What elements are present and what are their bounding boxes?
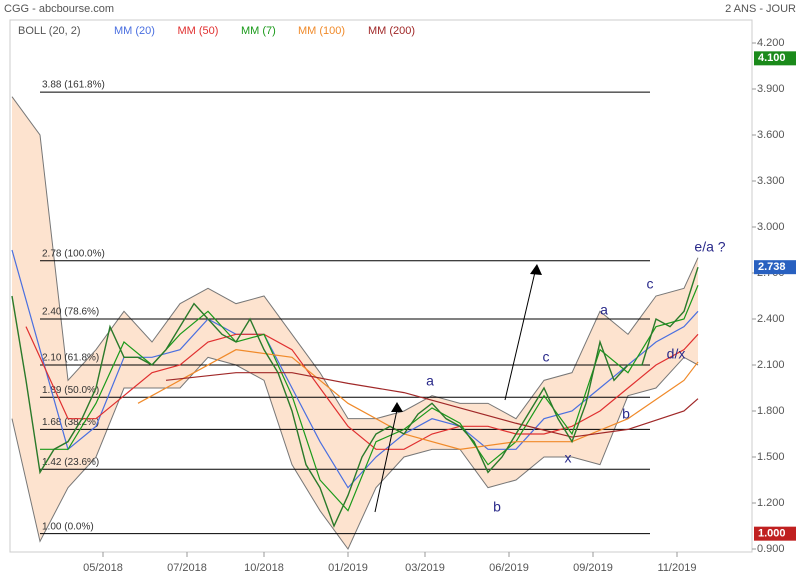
y-tick-label: 3.900 (757, 83, 785, 95)
wave-label: a (426, 373, 434, 389)
x-tick-label: 03/2019 (405, 562, 445, 574)
bollinger-band (12, 96, 698, 550)
price-marker (754, 260, 796, 275)
price-marker (754, 51, 796, 66)
y-tick-label: 0.900 (757, 543, 785, 555)
x-tick-label: 10/2018 (244, 562, 284, 574)
wave-label: b (493, 499, 501, 515)
legend-entry: MM (200) (368, 25, 415, 37)
x-tick-label: 11/2019 (658, 562, 697, 574)
arrow-head (391, 402, 403, 412)
wave-label: b (622, 406, 630, 422)
y-tick-label: 1.200 (757, 497, 785, 509)
price-marker-label: 4.100 (758, 52, 786, 64)
y-tick-label: 3.600 (757, 129, 785, 141)
fib-label: 2.10 (61.8%) (42, 353, 99, 364)
bollinger-lower (11, 356, 699, 550)
arrow-head (530, 264, 542, 275)
legend-entry: MM (20) (114, 25, 155, 37)
y-tick-label: 1.800 (757, 405, 785, 417)
y-tick-label: 3.300 (757, 175, 785, 187)
arrow-line (374, 409, 398, 513)
price-marker (754, 526, 796, 541)
legend-entry: MM (100) (298, 25, 345, 37)
y-tick-label: 2.400 (757, 313, 785, 325)
price-marker-label: 1.000 (758, 528, 786, 540)
fib-label: 2.40 (78.6%) (42, 307, 99, 318)
wave-label: e/a ? (694, 239, 725, 255)
fib-label: 1.00 (0.0%) (42, 521, 94, 532)
legend-entry: MM (7) (241, 25, 276, 37)
x-tick-label: 06/2019 (489, 562, 529, 574)
fib-label: 1.89 (50.0%) (42, 385, 99, 396)
x-tick-label: 09/2019 (573, 562, 613, 574)
wave-label: x (565, 450, 572, 466)
chart-title: CGG - abcbourse.com (4, 3, 114, 15)
fib-label: 3.88 (161.8%) (42, 80, 105, 91)
moving-average (137, 349, 699, 450)
fib-label: 1.42 (23.6%) (42, 457, 99, 468)
chart-subtitle: 2 ANS - JOUR (725, 3, 796, 15)
layers: 0.9001.2001.5001.8002.1002.4002.7003.000… (11, 25, 796, 574)
bollinger-upper (11, 96, 699, 420)
fib-label: 1.68 (38.2%) (42, 417, 99, 428)
legend-entry: BOLL (20, 2) (18, 25, 81, 37)
y-tick-label: 1.500 (757, 451, 785, 463)
y-tick-label: 3.000 (757, 221, 785, 233)
plot-frame (9, 19, 753, 553)
wave-label: d/x (667, 346, 686, 362)
price-line (11, 266, 699, 528)
wave-label: a (600, 302, 608, 318)
moving-average (25, 326, 699, 450)
fib-label: 2.78 (100.0%) (42, 248, 105, 259)
x-tick-label: 01/2019 (328, 562, 368, 574)
y-tick-label: 2.100 (757, 359, 785, 371)
x-tick-label: 05/2018 (83, 562, 123, 574)
x-tick-label: 07/2018 (167, 562, 207, 574)
arrow-line (504, 271, 536, 401)
moving-average (165, 372, 699, 438)
wave-label: c (647, 276, 654, 292)
y-tick-label: 4.200 (757, 37, 785, 49)
price-marker-label: 2.738 (758, 261, 786, 273)
wave-label: c (543, 349, 550, 365)
legend-entry: MM (50) (178, 25, 219, 37)
